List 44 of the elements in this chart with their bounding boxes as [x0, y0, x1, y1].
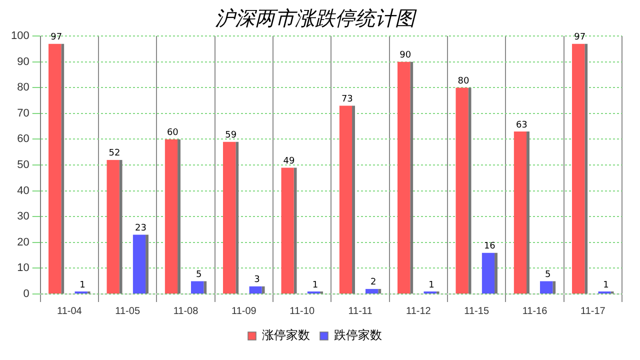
- data-label: 1: [428, 280, 434, 290]
- y-tick-label: 0: [23, 288, 30, 300]
- y-tick-label: 90: [17, 56, 30, 68]
- data-label: 1: [312, 280, 318, 290]
- y-tick-label: 10: [17, 262, 30, 274]
- data-label: 60: [166, 128, 179, 138]
- y-tick-label: 40: [17, 184, 30, 197]
- data-label: 1: [80, 280, 86, 290]
- data-label: 49: [283, 156, 296, 166]
- data-label: 23: [134, 224, 146, 234]
- y-tick-label: 60: [17, 133, 30, 146]
- legend-label: 涨停家数: [262, 328, 310, 342]
- x-tick-label: 11-16: [522, 306, 548, 317]
- data-label: 5: [196, 270, 202, 280]
- y-tick-label: 100: [10, 30, 30, 42]
- data-label: 80: [458, 76, 470, 86]
- data-label: 63: [516, 120, 528, 130]
- data-label: 16: [484, 242, 496, 252]
- x-tick-label: 11-11: [348, 306, 373, 317]
- x-tick-label: 11-17: [580, 306, 606, 317]
- x-tick-label: 11-09: [232, 306, 257, 317]
- chart-title: 沪深两市涨跌停统计图: [215, 6, 417, 30]
- data-label: 5: [544, 270, 551, 280]
- x-tick-label: 11-12: [406, 306, 432, 317]
- legend-label: 跌停家数: [334, 328, 382, 342]
- y-tick-label: 20: [17, 236, 30, 248]
- data-label: 52: [108, 148, 120, 159]
- x-tick-label: 11-05: [115, 306, 140, 317]
- y-tick-label: 50: [17, 159, 30, 172]
- x-tick-label: 11-15: [464, 306, 490, 317]
- data-label: 97: [50, 32, 62, 43]
- y-tick-label: 80: [17, 82, 30, 94]
- x-tick-label: 11-04: [57, 306, 82, 317]
- x-tick-label: 11-10: [290, 306, 315, 317]
- data-label: 1: [603, 280, 609, 290]
- data-label: 97: [574, 32, 586, 43]
- x-tick-label: 11-08: [173, 306, 199, 317]
- data-label: 3: [254, 275, 260, 286]
- y-tick-label: 30: [17, 210, 30, 223]
- data-label: 90: [400, 50, 412, 61]
- data-label: 59: [225, 130, 237, 141]
- y-tick-label: 70: [17, 107, 30, 120]
- data-label: 73: [341, 94, 353, 105]
- data-label: 2: [370, 278, 376, 288]
